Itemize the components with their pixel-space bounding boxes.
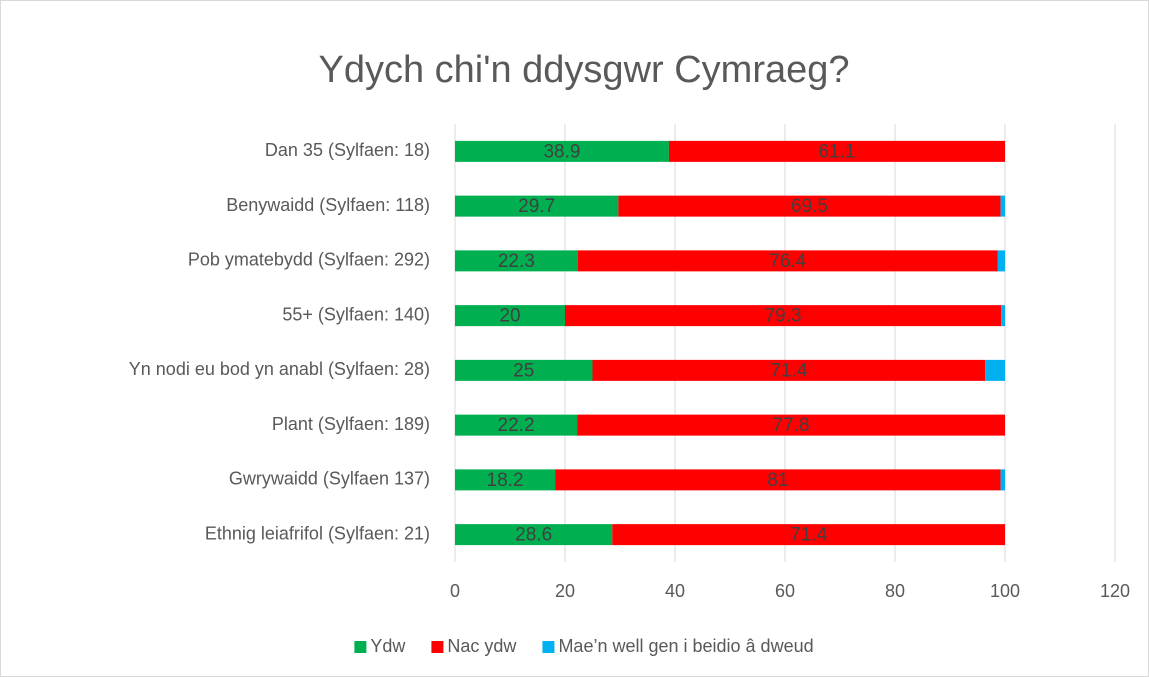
legend-swatch	[542, 641, 555, 653]
legend-swatch	[354, 641, 367, 653]
data-label: 77.8	[773, 415, 810, 436]
data-label: 71.4	[790, 525, 827, 546]
bar-segment	[1000, 469, 1005, 491]
bar-segment	[618, 195, 1001, 217]
x-tick-label: 40	[665, 581, 685, 601]
bar-segment	[455, 305, 565, 327]
bar-segment	[455, 414, 578, 436]
data-label: 69.5	[791, 196, 828, 217]
bar-segment	[455, 140, 669, 162]
data-label: 81	[767, 470, 788, 491]
bar-segment	[455, 359, 593, 381]
bar-segment	[455, 469, 556, 491]
x-tick-label: 20	[555, 581, 575, 601]
data-label: 76.4	[769, 251, 806, 272]
data-label: 79.3	[765, 306, 802, 327]
x-tick-label: 60	[775, 581, 795, 601]
bar-segment	[1000, 195, 1005, 217]
legend-label: Ydw	[370, 636, 406, 656]
bar-segment	[985, 359, 1005, 381]
bar-segment	[455, 250, 578, 272]
y-tick-label: Dan 35 (Sylfaen: 18)	[265, 140, 430, 160]
legend-label: Nac ydw	[447, 636, 517, 656]
bar-segment	[577, 414, 1005, 436]
y-tick-label: Yn nodi eu bod yn anabl (Sylfaen: 28)	[129, 359, 430, 379]
bar-segment	[592, 359, 986, 381]
bar-segment	[997, 250, 1005, 272]
y-tick-label: 55+ (Sylfaen: 140)	[282, 304, 430, 324]
bar-segment	[1001, 305, 1005, 327]
data-label: 71.4	[770, 360, 807, 381]
bar-segment	[455, 195, 619, 217]
data-label: 29.7	[518, 196, 555, 217]
bar-segment	[555, 469, 1001, 491]
data-label: 38.9	[543, 141, 580, 162]
data-label: 25	[513, 360, 534, 381]
bar-segment	[565, 305, 1002, 327]
y-tick-label: Ethnig leiafrifol (Sylfaen: 21)	[205, 523, 430, 543]
bar-segment	[668, 140, 1005, 162]
legend-swatch	[431, 641, 444, 653]
bar-segment	[455, 524, 613, 546]
x-tick-label: 0	[450, 581, 460, 601]
data-label: 20	[499, 306, 520, 327]
x-tick-label: 80	[885, 581, 905, 601]
bar-segment	[577, 250, 998, 272]
y-tick-label: Pob ymatebydd (Sylfaen: 292)	[188, 250, 430, 270]
y-tick-label: Benywaidd (Sylfaen: 118)	[226, 195, 430, 215]
legend-label: Mae’n well gen i beidio â dweud	[558, 636, 813, 656]
data-label: 61.1	[818, 141, 855, 162]
y-tick-label: Plant (Sylfaen: 189)	[272, 414, 430, 434]
data-label: 22.2	[498, 415, 535, 436]
data-label: 22.3	[498, 251, 535, 272]
chart-title: Ydych chi'n ddysgwr Cymraeg?	[318, 49, 849, 91]
data-label: 28.6	[515, 525, 552, 546]
y-tick-label: Gwrywaidd (Sylfaen 137)	[229, 469, 430, 489]
bar-segment	[612, 524, 1005, 546]
x-tick-label: 120	[1100, 581, 1130, 601]
x-tick-label: 100	[990, 581, 1020, 601]
data-label: 18.2	[487, 470, 524, 491]
